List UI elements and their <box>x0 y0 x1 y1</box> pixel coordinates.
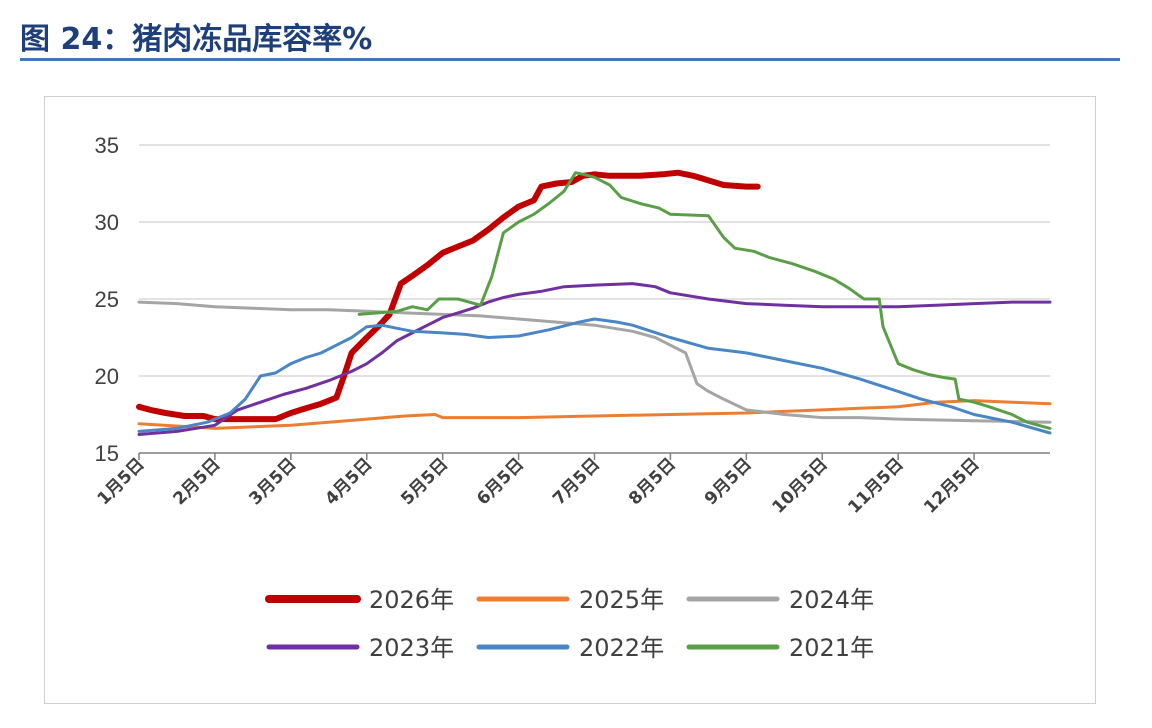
x-tick-label: 8月5日 <box>625 454 680 509</box>
series-line-2022 <box>137 317 1052 435</box>
series-line-2023 <box>137 282 1052 436</box>
y-tick-label: 35 <box>95 133 119 158</box>
series-line-2024 <box>137 300 1052 424</box>
x-tick-label: 10月5日 <box>768 454 831 517</box>
chart-frame: 15 20 25 30 35 1月5日 2月5日 3月5日 4月5日 5月5日 6月5日 7月5日 8月… <box>44 96 1096 704</box>
figure-title: 图 24：猪肉冻品库容率% <box>20 22 373 57</box>
legend-label: 2022年 <box>579 634 664 662</box>
legend-label: 2023年 <box>369 634 454 662</box>
legend-label: 2026年 <box>369 586 454 614</box>
x-tick-label: 2月5日 <box>170 454 225 509</box>
legend-label: 2021年 <box>789 634 874 662</box>
series-line-2021 <box>357 171 1052 430</box>
y-tick-label: 15 <box>95 441 119 466</box>
legend-label: 2024年 <box>789 586 874 614</box>
x-tick-label: 9月5日 <box>701 454 756 509</box>
series-line-2025 <box>137 399 1052 430</box>
x-tick-label: 4月5日 <box>321 454 376 509</box>
legend-label: 2025年 <box>579 586 664 614</box>
legend-layer: 2026年 2025年 2024年 2023年 2022年 2021年 <box>265 586 874 662</box>
series-layer <box>136 169 1052 436</box>
x-tick-label: 12月5日 <box>920 454 983 517</box>
x-tick-label: 5月5日 <box>397 454 452 509</box>
y-tick-label: 25 <box>95 287 119 312</box>
x-tick-label: 6月5日 <box>473 454 528 509</box>
x-tick-label: 11月5日 <box>844 454 907 517</box>
x-tick-label: 7月5日 <box>549 454 604 509</box>
series-line-2026 <box>136 169 761 423</box>
x-tick-label: 3月5日 <box>245 454 300 509</box>
y-tick-label: 20 <box>95 364 119 389</box>
y-tick-label: 30 <box>95 210 119 235</box>
grid-layer <box>139 144 1050 377</box>
title-rule <box>20 58 1120 61</box>
